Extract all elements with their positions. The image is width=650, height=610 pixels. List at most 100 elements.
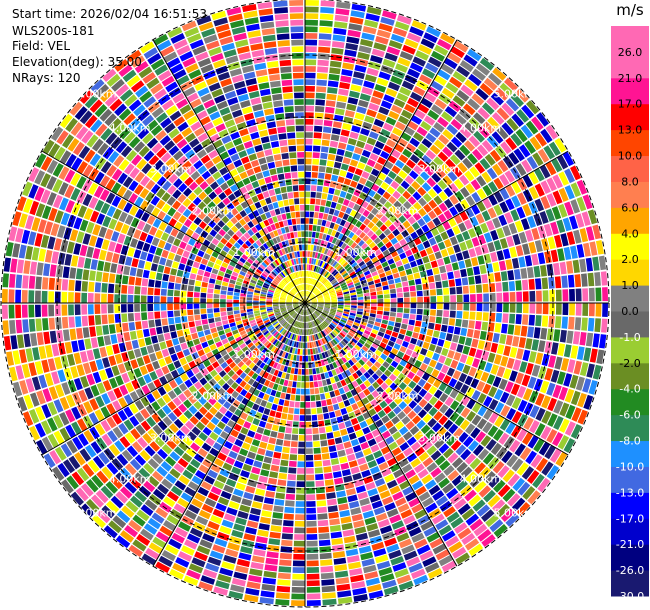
velocity-cell [403, 200, 412, 210]
velocity-cell [432, 543, 447, 555]
velocity-cell [80, 375, 90, 388]
velocity-cell [158, 164, 169, 175]
velocity-cell [343, 399, 351, 407]
velocity-cell [328, 445, 337, 452]
velocity-cell [408, 319, 415, 326]
velocity-cell [349, 349, 356, 356]
velocity-cell [311, 298, 317, 301]
velocity-cell [447, 171, 458, 182]
velocity-cell [277, 371, 283, 378]
velocity-cell [53, 430, 65, 445]
velocity-cell [247, 291, 254, 295]
velocity-cell [339, 82, 351, 90]
velocity-cell [306, 553, 319, 560]
velocity-cell [448, 318, 456, 326]
velocity-cell [178, 474, 190, 486]
velocity-cell [509, 370, 518, 382]
velocity-cell [352, 444, 362, 453]
velocity-cell [146, 215, 156, 225]
velocity-cell [326, 378, 332, 385]
velocity-cell [376, 241, 384, 249]
velocity-cell [306, 309, 309, 315]
velocity-cell [483, 293, 489, 302]
velocity-cell [387, 155, 398, 164]
velocity-cell [220, 415, 230, 425]
velocity-cell [581, 273, 588, 287]
velocity-cell [269, 272, 276, 278]
velocity-cell [332, 281, 339, 287]
velocity-cell [307, 315, 309, 322]
velocity-cell [284, 345, 289, 352]
velocity-cell [396, 312, 403, 318]
velocity-cell [310, 335, 313, 342]
velocity-cell [507, 270, 515, 281]
velocity-cell [41, 420, 52, 435]
velocity-cell [374, 321, 381, 327]
velocity-cell [320, 146, 329, 153]
velocity-cell [457, 503, 471, 516]
velocity-cell [178, 383, 188, 392]
velocity-cell [309, 315, 313, 321]
velocity-cell [320, 277, 325, 283]
velocity-cell [231, 271, 239, 277]
velocity-cell [106, 462, 119, 475]
velocity-cell [305, 145, 313, 152]
velocity-cell [487, 242, 496, 253]
velocity-cell [126, 150, 138, 162]
velocity-cell [413, 148, 425, 159]
velocity-cell [12, 243, 21, 258]
velocity-cell [508, 222, 518, 235]
velocity-cell [362, 447, 372, 456]
velocity-cell [214, 458, 224, 467]
velocity-cell [258, 420, 267, 428]
velocity-cell [214, 538, 228, 548]
velocity-cell [472, 68, 486, 81]
velocity-cell [564, 421, 576, 436]
velocity-cell [172, 133, 184, 144]
velocity-cell [293, 320, 297, 327]
velocity-cell [352, 472, 362, 481]
velocity-cell [273, 331, 279, 337]
velocity-cell [279, 318, 285, 324]
velocity-cell [186, 533, 201, 544]
velocity-cell [382, 496, 394, 506]
velocity-cell [283, 379, 289, 387]
velocity-cell [65, 394, 76, 408]
velocity-cell [73, 141, 85, 156]
velocity-cell [88, 281, 95, 292]
velocity-cell [106, 205, 116, 217]
velocity-cell [181, 452, 193, 463]
velocity-cell [61, 479, 74, 494]
velocity-cell [435, 495, 449, 507]
velocity-cell [124, 481, 137, 494]
velocity-cell [308, 293, 313, 298]
velocity-cell [159, 375, 168, 386]
velocity-cell [335, 274, 342, 280]
velocity-cell [311, 303, 318, 305]
velocity-cell [296, 355, 300, 362]
velocity-cell [418, 388, 428, 398]
velocity-cell [464, 538, 480, 551]
velocity-cell [323, 386, 329, 393]
velocity-cell [325, 336, 330, 343]
velocity-cell [574, 317, 582, 331]
velocity-cell [222, 245, 230, 253]
velocity-cell [246, 297, 253, 301]
velocity-cell [249, 282, 256, 287]
velocity-cell [100, 485, 114, 499]
velocity-cell [323, 310, 329, 314]
velocity-cell [279, 327, 285, 333]
velocity-cell [460, 199, 470, 210]
velocity-cell [73, 352, 82, 365]
velocity-cell [255, 536, 268, 544]
velocity-cell [231, 373, 239, 381]
velocity-cell [333, 318, 340, 323]
velocity-cell [320, 559, 333, 566]
velocity-cell [478, 485, 492, 498]
velocity-cell [385, 387, 394, 396]
velocity-cell [350, 195, 358, 203]
velocity-cell [343, 178, 352, 186]
velocity-cell [331, 41, 345, 49]
velocity-cell [496, 446, 508, 460]
velocity-cell [283, 520, 294, 527]
